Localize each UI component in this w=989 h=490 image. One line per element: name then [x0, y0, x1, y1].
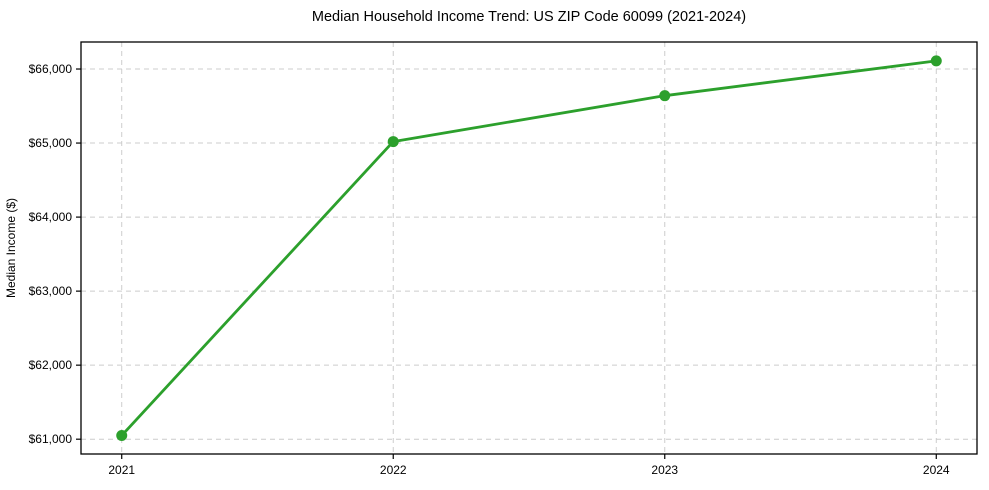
data-series-layer: [116, 55, 942, 441]
y-tick-label: $66,000: [29, 62, 73, 76]
x-tick-label: 2022: [380, 463, 407, 477]
trend-line: [120, 59, 938, 437]
y-tick-label: $64,000: [29, 210, 73, 224]
x-tick-label: 2024: [923, 463, 950, 477]
data-point-marker: [387, 136, 399, 148]
y-tick-label: $62,000: [29, 358, 73, 372]
y-tick-label: $65,000: [29, 136, 73, 150]
x-tick-label: 2021: [108, 463, 135, 477]
plot-border: [80, 41, 978, 455]
data-point-marker: [930, 55, 942, 67]
axis-tick-layer: $61,000 $62,000 $63,000 $64,000 $65,000 $66,0…: [29, 62, 950, 477]
y-tick-label: $61,000: [29, 432, 73, 446]
chart-title: Median Household Income Trend: US ZIP Co…: [312, 9, 746, 25]
x-tick-label: 2023: [651, 463, 678, 477]
data-point-marker: [659, 90, 671, 102]
y-tick-label: $63,000: [29, 284, 73, 298]
grid-layer: [81, 42, 977, 454]
data-point-marker: [116, 429, 128, 441]
y-axis-label: Median Income ($): [4, 198, 18, 298]
